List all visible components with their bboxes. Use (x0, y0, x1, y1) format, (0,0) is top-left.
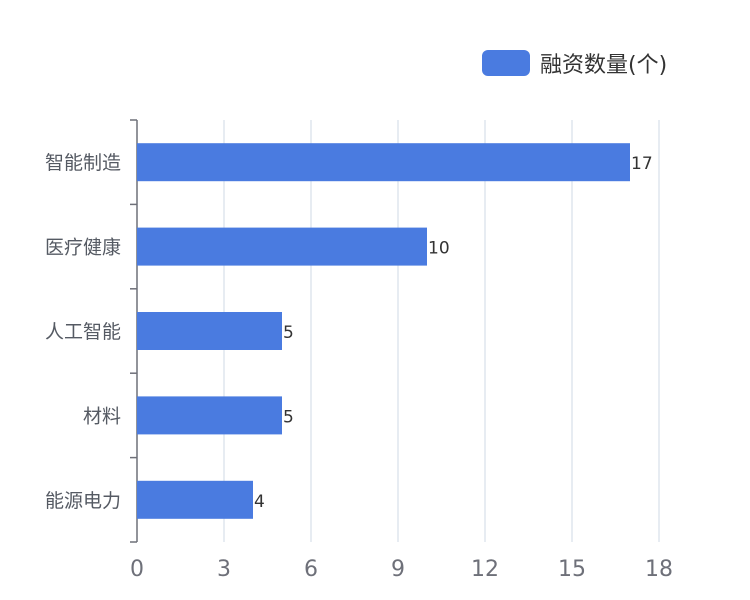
labels: 0 3 6 9 12 15 18 智能制造 17 医疗健康 10 人工智能 5 材料 5 能源电力 4 (45, 152, 673, 582)
x-tick-label: 15 (558, 557, 586, 582)
y-category-label: 能源电力 (45, 490, 121, 512)
x-tick-label: 18 (645, 557, 673, 582)
x-tick-label: 12 (471, 557, 499, 582)
grid-lines (223, 120, 660, 542)
bar[interactable] (137, 143, 630, 182)
bar[interactable] (137, 480, 253, 519)
bars (137, 143, 630, 519)
x-tick-label: 9 (391, 557, 405, 582)
x-tick-label: 6 (304, 557, 318, 582)
legend-label[interactable]: 融资数量(个) (540, 53, 667, 78)
axes (130, 119, 138, 543)
x-tick-label: 3 (217, 557, 231, 582)
bar-value-label: 17 (631, 154, 653, 174)
y-category-label: 智能制造 (45, 152, 121, 174)
bar[interactable] (137, 396, 282, 435)
bar[interactable] (137, 312, 282, 350)
legend[interactable]: 融资数量(个) (482, 50, 667, 78)
x-tick-label: 0 (130, 557, 144, 582)
y-category-label: 人工智能 (45, 321, 121, 343)
bar-value-label: 4 (254, 492, 265, 512)
bar-value-label: 5 (283, 323, 294, 343)
y-category-label: 医疗健康 (45, 237, 121, 259)
legend-swatch[interactable] (482, 50, 530, 76)
bar[interactable] (137, 227, 427, 266)
y-category-label: 材料 (83, 405, 121, 427)
bar-value-label: 5 (283, 407, 294, 427)
bar-value-label: 10 (428, 239, 450, 259)
